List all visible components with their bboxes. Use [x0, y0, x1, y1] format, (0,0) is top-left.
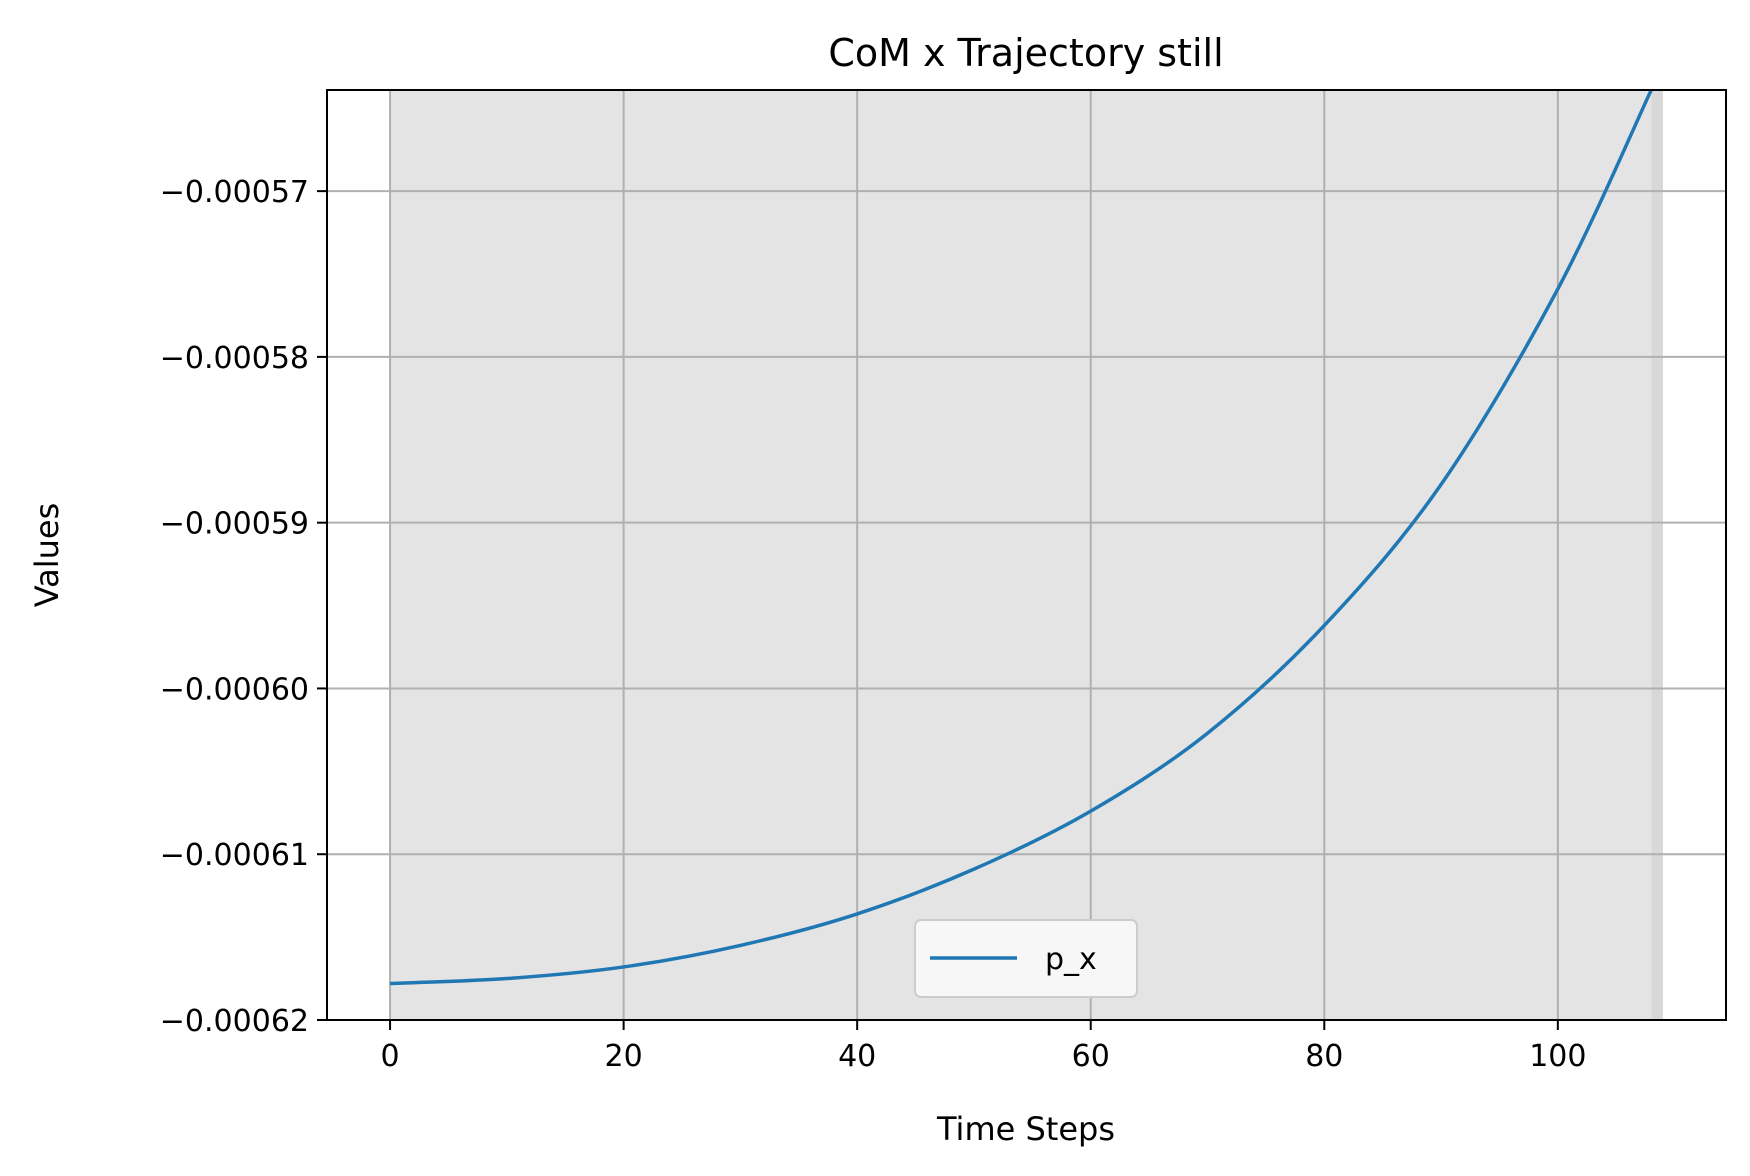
y-axis-label: Values: [28, 503, 66, 608]
axes-frame: [326, 89, 1727, 1021]
x-tick-label-5: 100: [1529, 1039, 1586, 1074]
y-axis-ticks: −0.00057 −0.00058 −0.00059 −0.00060 −0.00061…: [160, 175, 327, 1039]
chart-title: CoM x Trajectory still: [828, 31, 1223, 75]
y-tick-label-4: −0.00061: [160, 838, 309, 873]
y-tick-label-1: −0.00058: [160, 341, 309, 376]
x-tick-label-2: 40: [838, 1039, 876, 1074]
x-tick-label-1: 20: [605, 1039, 643, 1074]
y-tick-label-2: −0.00059: [160, 507, 309, 542]
legend-label-p-x: p_x: [1045, 942, 1097, 977]
shaded-region-0: [390, 90, 1652, 1020]
shaded-regions: [390, 90, 1663, 1020]
x-tick-label-3: 60: [1072, 1039, 1110, 1074]
y-tick-label-5: −0.00062: [160, 1004, 309, 1039]
y-tick-label-0: −0.00057: [160, 175, 309, 210]
x-tick-label-4: 80: [1305, 1039, 1343, 1074]
series-line-p-x: [389, 89, 1653, 986]
y-tick-label-3: −0.00060: [160, 672, 309, 707]
legend: p_x: [914, 919, 1138, 998]
x-axis-ticks: 0 20 40 60 80 100: [381, 1020, 1586, 1074]
series-lines: [389, 89, 1653, 986]
legend-box: [914, 919, 1138, 998]
shaded-region-1: [1651, 90, 1663, 1020]
x-tick-label-0: 0: [381, 1039, 400, 1074]
x-axis-label: Time Steps: [936, 1110, 1115, 1148]
